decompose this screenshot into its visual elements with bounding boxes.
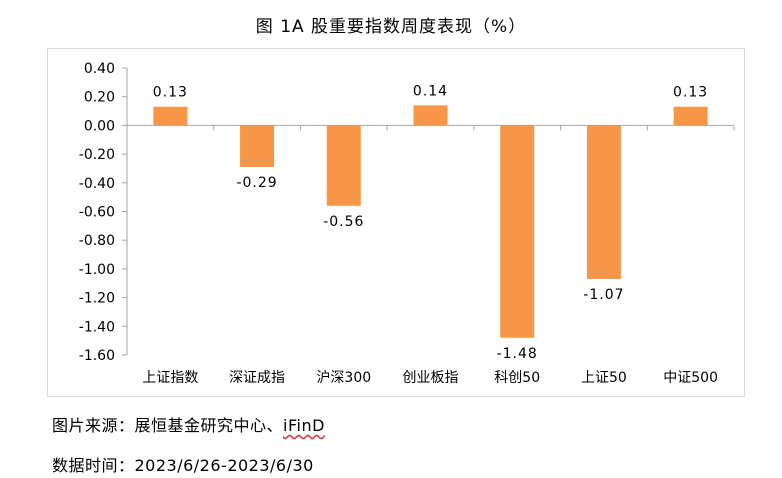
y-tick-label: -0.60	[79, 205, 115, 221]
bar	[673, 106, 708, 126]
bar	[500, 125, 535, 338]
data-label: 0.14	[413, 83, 448, 99]
bar	[586, 125, 621, 279]
y-tick-label: 0.20	[84, 90, 115, 106]
bar	[153, 106, 188, 126]
y-tick-label: -0.40	[79, 176, 115, 192]
source-brand: iFinD	[283, 416, 325, 435]
data-label: -1.48	[497, 346, 538, 362]
bar	[413, 105, 448, 126]
x-tick-label: 创业板指	[403, 370, 459, 386]
y-tick-label: -1.20	[79, 291, 115, 307]
y-tick-label: 0.40	[84, 61, 115, 77]
data-label: 0.13	[673, 85, 708, 101]
data-label: -0.29	[236, 175, 277, 191]
x-tick-label: 科创50	[494, 370, 540, 386]
x-tick-label: 沪深300	[316, 370, 371, 386]
source-note: 图片来源：展恒基金研究中心、iFinD	[52, 412, 325, 436]
bar	[326, 125, 361, 206]
data-label: 0.13	[153, 85, 188, 101]
y-tick-label: -1.60	[79, 348, 115, 364]
y-tick-label: 0.00	[84, 118, 115, 134]
y-tick-label: -1.00	[79, 262, 115, 278]
date-range-note: 数据时间：2023/6/26-2023/6/30	[52, 456, 314, 475]
x-tick-label: 中证500	[663, 370, 718, 386]
x-tick-label: 深证成指	[229, 370, 285, 386]
data-label: -1.07	[583, 287, 624, 303]
x-tick-label: 上证50	[581, 370, 627, 386]
chart-title: 图 1A 股重要指数周度表现（%）	[255, 17, 527, 37]
chart-frame	[47, 48, 745, 397]
y-tick-label: -0.80	[79, 233, 115, 249]
y-tick-label: -1.40	[79, 319, 115, 335]
bar	[240, 125, 275, 168]
source-prefix: 图片来源：展恒基金研究中心、	[52, 416, 284, 435]
data-label: -0.56	[323, 214, 364, 230]
x-tick-label: 上证指数	[142, 370, 198, 386]
y-tick-label: -0.20	[79, 147, 115, 163]
